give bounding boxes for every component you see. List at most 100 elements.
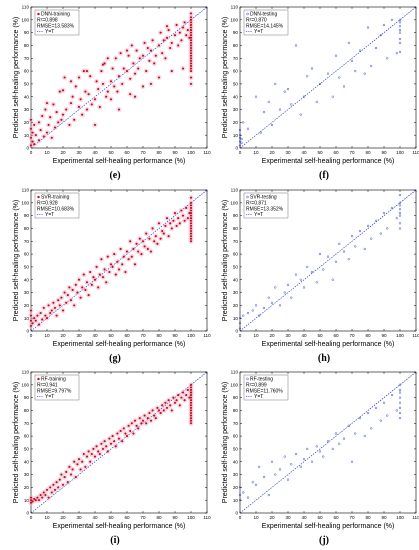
x-tick-label: 80 [156, 150, 162, 155]
data-point [363, 434, 366, 438]
data-point [189, 391, 193, 394]
data-point [178, 222, 181, 225]
data-point [105, 445, 108, 448]
data-point [258, 314, 261, 317]
data-point [299, 465, 302, 469]
x-tick-label: 90 [172, 150, 178, 155]
data-point [370, 427, 373, 430]
data-point [370, 64, 373, 68]
data-point [398, 31, 402, 34]
x-tick-label: 10 [253, 515, 259, 520]
x-tick-label: 80 [156, 333, 162, 338]
data-point [306, 75, 309, 78]
data-point [50, 309, 53, 312]
reference-line [30, 189, 208, 332]
data-point [105, 95, 108, 98]
data-point [246, 496, 250, 499]
legend-series-name: RF-testing [250, 377, 273, 383]
x-tick-label: 50 [108, 515, 114, 520]
data-point [398, 406, 402, 410]
x-tick-label: 70 [349, 515, 355, 520]
legend-marker [37, 195, 40, 199]
data-point [92, 276, 95, 279]
data-point [138, 237, 141, 240]
data-point [116, 260, 119, 263]
data-point [382, 401, 386, 404]
panel-f: 00 10 10 20 20 30 30 40 40 50 50 60 60 70 70 80 80 90 90 10… [222, 5, 419, 181]
data-point [55, 314, 58, 317]
data-point [326, 72, 330, 75]
data-point [92, 447, 95, 450]
data-point [366, 26, 370, 29]
data-point [398, 227, 402, 230]
data-point [41, 496, 44, 499]
data-point [33, 317, 36, 320]
data-point [246, 127, 250, 130]
x-tick-label: 10 [253, 150, 259, 155]
data-point [145, 232, 148, 235]
data-point [29, 127, 33, 130]
x-tick-label: 60 [333, 333, 339, 338]
data-point [29, 319, 33, 322]
data-point [172, 396, 175, 399]
x-tick-label: 40 [301, 333, 307, 338]
data-point [143, 414, 146, 417]
data-point [53, 488, 57, 491]
y-tick-label: 40 [24, 459, 30, 464]
data-point [181, 67, 185, 70]
data-point [125, 49, 129, 52]
x-tick-label: 60 [124, 150, 130, 155]
data-point [81, 286, 84, 289]
data-point [47, 496, 50, 499]
data-point [89, 270, 92, 274]
data-point [189, 411, 193, 415]
data-point [334, 54, 338, 57]
x-tick-label: 90 [172, 333, 178, 338]
data-point [189, 409, 193, 412]
y-tick-label: 50 [24, 265, 30, 270]
data-point [350, 59, 354, 62]
data-point [290, 463, 293, 466]
data-point [111, 265, 114, 268]
x-tick-label: 70 [349, 333, 355, 338]
x-tick-label: 110 [203, 333, 211, 338]
data-point [189, 237, 193, 240]
data-point [68, 123, 71, 126]
data-point [173, 34, 177, 37]
data-point [161, 404, 164, 407]
x-tick-label: 30 [285, 515, 291, 520]
y-tick-label: 20 [233, 303, 239, 308]
data-point [73, 304, 76, 307]
data-point [189, 414, 193, 417]
panel-e: 00 10 10 20 20 30 30 40 40 50 50 60 60 70 70 80 80 90 90 10… [13, 5, 211, 181]
data-point [31, 500, 34, 503]
data-point [342, 250, 346, 253]
data-point [52, 301, 55, 304]
data-point [189, 29, 193, 32]
data-point [81, 460, 84, 463]
data-point [60, 118, 63, 121]
legend-box [243, 374, 289, 401]
data-point [354, 432, 357, 435]
legend-marker [246, 12, 249, 16]
data-point [278, 304, 282, 307]
y-tick-label: 40 [233, 94, 239, 99]
data-point [37, 121, 41, 124]
data-point [347, 258, 350, 261]
data-point [141, 54, 145, 57]
data-point [173, 401, 177, 404]
data-point [315, 100, 318, 104]
data-point [390, 206, 394, 210]
x-tick-label: 80 [365, 515, 371, 520]
data-point [76, 291, 79, 294]
data-point [189, 229, 193, 233]
x-tick-label: 40 [301, 515, 307, 520]
y-tick-label: 30 [233, 107, 239, 112]
data-point [189, 222, 193, 225]
x-tick-label: 100 [396, 333, 404, 338]
panel-letter: (h) [318, 353, 330, 364]
y-tick-label: 80 [233, 43, 239, 48]
data-point [169, 222, 172, 225]
data-point [251, 309, 254, 312]
data-point [189, 76, 193, 79]
